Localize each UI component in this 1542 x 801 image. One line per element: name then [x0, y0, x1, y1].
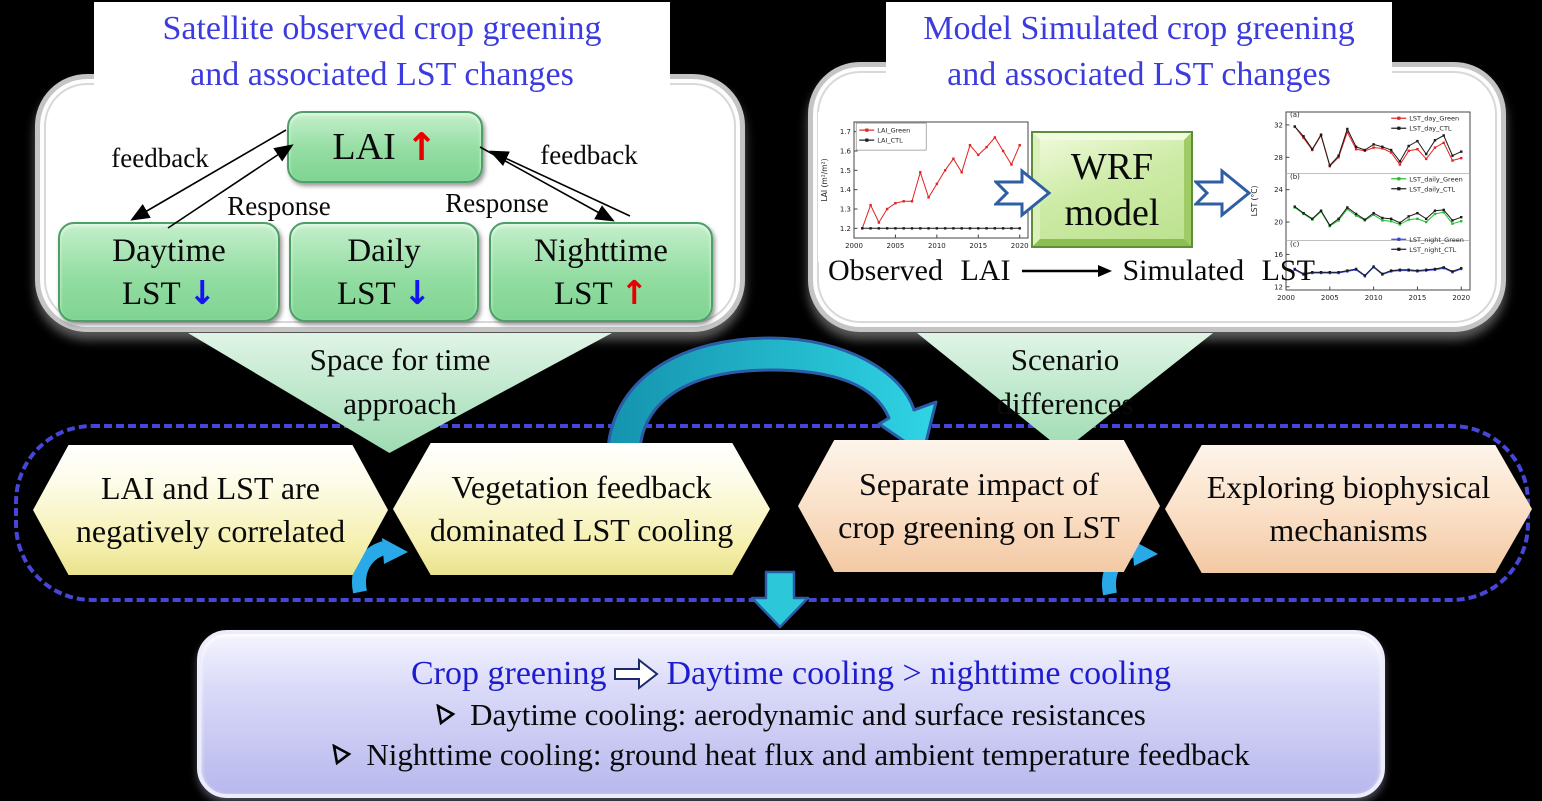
svg-text:12: 12 — [1274, 283, 1283, 291]
conclusion-panel: Crop greening Daytime cooling > nighttim… — [197, 630, 1385, 798]
svg-text:2010: 2010 — [1365, 294, 1383, 302]
svg-text:1.3: 1.3 — [840, 206, 851, 214]
scenario-differences-label: Scenario differences — [996, 342, 1134, 421]
feedback-right-label: feedback — [540, 140, 638, 170]
daytime-cooling-bullet: Daytime cooling: aerodynamic and surface… — [436, 697, 1146, 733]
svg-text:(b): (b) — [1290, 173, 1300, 181]
caption-simulated-lst: Simulated LST — [1122, 254, 1315, 287]
flow-box-vegetation-feedback: Vegetation feedback dominated LST coolin… — [393, 443, 770, 575]
left-title-line2: and associated LST changes — [190, 56, 574, 93]
svg-text:20: 20 — [1274, 219, 1283, 227]
svg-text:LST_night_CTL: LST_night_CTL — [1409, 246, 1456, 254]
daily-lst-box: Daily LST ↓ — [289, 222, 479, 322]
svg-text:LST_daily_Green: LST_daily_Green — [1409, 175, 1462, 183]
lai-box: LAI ↑ — [287, 111, 483, 183]
lst-timeseries-chart: 12 16 20 24 28 32 2000 2005 2010 2015 2020 LST (°C)… — [1248, 104, 1478, 312]
arrowhead-bullet-icon — [332, 744, 352, 766]
svg-text:1.6: 1.6 — [840, 148, 852, 156]
svg-text:2005: 2005 — [1321, 294, 1339, 302]
daytime-lst-box: Daytime LST ↓ — [58, 222, 280, 322]
svg-text:LST_daily_CTL: LST_daily_CTL — [1409, 185, 1455, 193]
arrowhead-bullet-icon — [436, 704, 456, 726]
left-title-line1: Satellite observed crop greening — [162, 10, 602, 47]
conclusion-headline: Crop greening Daytime cooling > nighttim… — [411, 655, 1171, 693]
nighttime-line1: Nighttime — [534, 232, 668, 269]
response-left-label: Response — [227, 191, 331, 221]
white-block-arrow-icon — [614, 657, 660, 691]
daily-line2: LST — [337, 275, 396, 312]
lai-timeseries-chart: 1.2 1.3 1.4 1.5 1.6 1.7 2000 2005 2010 2015 2020 LA… — [818, 112, 1036, 262]
nighttime-up-arrow: ↑ — [620, 272, 648, 312]
svg-text:24: 24 — [1274, 186, 1283, 194]
svg-text:2000: 2000 — [1277, 294, 1295, 302]
svg-text:LST_day_Green: LST_day_Green — [1409, 115, 1459, 123]
svg-text:2005: 2005 — [887, 242, 905, 250]
right-title-card: Model Simulated crop greening and associ… — [886, 2, 1392, 103]
flow-box-lai-lst-correlated: LAI and LST are negatively correlated — [33, 445, 388, 575]
flow-box-separate-impact: Separate impact of crop greening on LST — [798, 440, 1160, 572]
svg-text:LAI (m²/m²): LAI (m²/m²) — [820, 158, 829, 201]
nighttime-lst-box: Nighttime LST ↑ — [489, 222, 713, 322]
svg-text:2015: 2015 — [969, 242, 987, 250]
nighttime-cooling-bullet: Nighttime cooling: ground heat flux and … — [332, 737, 1250, 773]
wrf-line2: model — [1064, 191, 1160, 234]
daily-down-arrow: ↓ — [403, 272, 431, 312]
svg-text:LST_day_CTL: LST_day_CTL — [1409, 125, 1452, 133]
svg-text:1.5: 1.5 — [840, 167, 851, 175]
svg-text:1.2: 1.2 — [840, 225, 851, 233]
svg-text:2010: 2010 — [928, 242, 946, 250]
daily-line1: Daily — [347, 232, 421, 269]
right-title-line2: and associated LST changes — [947, 56, 1331, 93]
daytime-line2: LST — [122, 275, 181, 312]
svg-text:28: 28 — [1274, 154, 1283, 162]
headline-crop-greening: Crop greening — [411, 655, 607, 692]
caption-observed-lai: Observed LAI — [828, 254, 1011, 287]
svg-text:2015: 2015 — [1409, 294, 1427, 302]
caption-right-arrow-icon — [1022, 265, 1113, 277]
svg-text:(a): (a) — [1290, 111, 1300, 119]
wrf-line1: WRF — [1070, 145, 1154, 188]
svg-text:LST (°C): LST (°C) — [1250, 186, 1259, 217]
feedback-left-label: feedback — [111, 143, 209, 173]
left-title-card: Satellite observed crop greening and ass… — [94, 2, 670, 103]
svg-text:16: 16 — [1274, 251, 1283, 259]
svg-text:1.7: 1.7 — [840, 128, 851, 136]
svg-text:32: 32 — [1274, 121, 1283, 129]
svg-text:LAI_CTL: LAI_CTL — [877, 137, 903, 145]
response-right-label: Response — [445, 188, 549, 218]
svg-text:2020: 2020 — [1452, 294, 1470, 302]
daytime-line1: Daytime — [112, 232, 226, 269]
svg-text:2020: 2020 — [1011, 242, 1029, 250]
svg-text:2000: 2000 — [845, 242, 863, 250]
right-title-line1: Model Simulated crop greening — [923, 10, 1355, 47]
nighttime-line2: LST — [554, 275, 613, 312]
headline-cooling-comparison: Daytime cooling > nighttime cooling — [666, 655, 1171, 692]
wrf-model-box: WRF model — [1031, 131, 1193, 248]
svg-text:LST_night_Green: LST_night_Green — [1409, 236, 1464, 244]
svg-text:LAI_Green: LAI_Green — [877, 127, 910, 135]
space-for-time-label: Space for time approach — [309, 342, 491, 421]
svg-text:(c): (c) — [1290, 240, 1300, 248]
flow-box-biophysical-mechanisms: Exploring biophysical mechanisms — [1165, 445, 1532, 573]
daytime-down-arrow: ↓ — [188, 272, 216, 312]
lai-up-arrow: ↑ — [405, 125, 438, 169]
lai-label: LAI — [332, 126, 396, 168]
svg-text:1.4: 1.4 — [840, 186, 852, 194]
observed-to-simulated-caption: Observed LAI Simulated LST — [828, 254, 1315, 288]
